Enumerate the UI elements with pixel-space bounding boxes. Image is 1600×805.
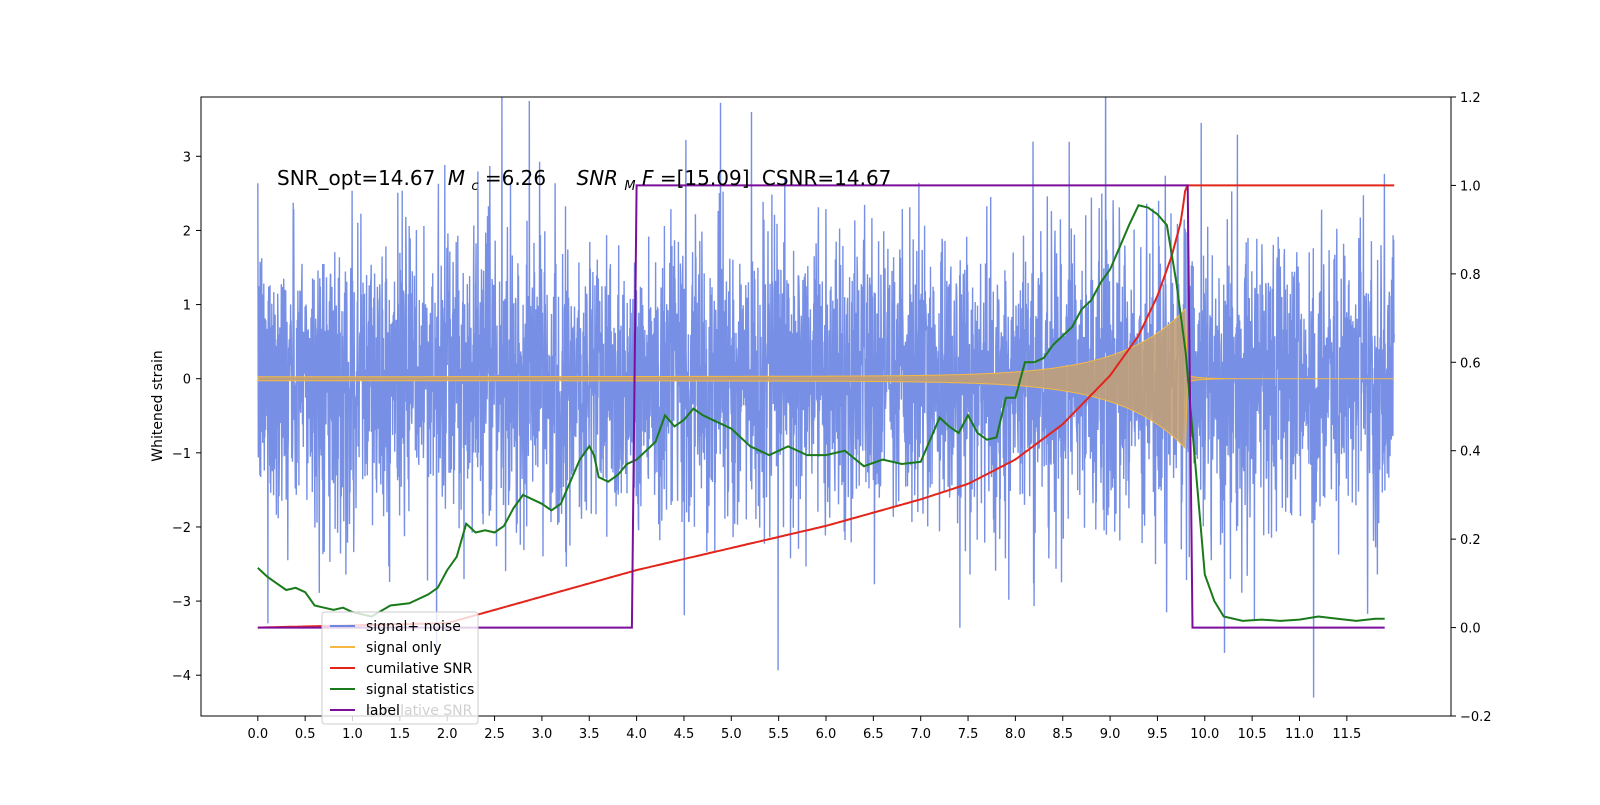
series-signal-statistics [257, 204, 1385, 622]
x-tick-label: 4.5 [674, 727, 695, 742]
y-right-tick-label: 1.0 [1460, 179, 1481, 194]
legend-label: signal statistics [366, 682, 474, 698]
y-right-tick-label: 1.2 [1460, 91, 1481, 106]
x-tick-label: 5.0 [721, 727, 742, 742]
x-tick-label: 1.5 [390, 727, 411, 742]
y-right-tick-label: 0.8 [1460, 268, 1481, 283]
x-tick-label: 5.5 [768, 727, 789, 742]
x-tick-label: 7.5 [958, 727, 979, 742]
x-tick-label: 9.0 [1100, 727, 1121, 742]
mc-value: =6.26 [485, 166, 546, 190]
legend-entries: signal+ noise signal only cumilative SNR si… [330, 619, 474, 719]
snr-annotation: SNR_opt=14.67 M c =6.26 SNR M F =[15.09]… [277, 166, 891, 195]
legend-label: cumilative SNR [366, 661, 473, 677]
y-left-tick-label: −2 [172, 521, 191, 536]
snrmf-value: =[15.09] [660, 166, 750, 190]
x-tick-label: 3.5 [579, 727, 600, 742]
y-left-tick-label: 2 [183, 224, 191, 239]
y-right-tick-label: 0.6 [1460, 356, 1481, 371]
x-tick-label: 0.5 [295, 727, 316, 742]
x-tick-label: 4.0 [626, 727, 647, 742]
legend-label: label [366, 703, 400, 719]
snrmf-symbol: SNR [577, 166, 619, 190]
mc-subscript: c [471, 179, 478, 194]
csnr-text: CSNR=14.67 [762, 166, 892, 190]
x-tick-label: 3.0 [532, 727, 553, 742]
y-right-tick-label: 0.0 [1460, 622, 1481, 637]
x-tick-label: 0.0 [247, 727, 268, 742]
x-tick-label: 11.5 [1332, 727, 1361, 742]
y-right-tick-label: −0.2 [1460, 710, 1492, 725]
snrmf-subscript: M [624, 179, 635, 194]
x-tick-label: 8.0 [1005, 727, 1026, 742]
legend-ghost-text: cumilative SNR [366, 703, 473, 719]
y-right-tick-label: 0.2 [1460, 533, 1481, 548]
x-tick-label: 11.0 [1285, 727, 1314, 742]
x-tick-label: 6.5 [863, 727, 884, 742]
x-tick-label: 10.5 [1238, 727, 1267, 742]
legend-label: signal only [366, 640, 441, 656]
series-signal-plus-noise [257, 97, 1395, 698]
snr-opt-text: SNR_opt=14.67 [277, 166, 435, 190]
axes-ticks: 0.0 0.5 1.0 1.5 2.0 2.5 3.0 3.5 4.0 4.5 5.0 5.5 6.0 6… [172, 91, 1492, 742]
mc-symbol: M [448, 166, 465, 190]
legend: cumilative SNR signal+ noise signal only c… [321, 611, 479, 725]
x-tick-label: 10.0 [1190, 727, 1219, 742]
x-tick-label: 7.0 [910, 727, 931, 742]
x-tick-label: 8.5 [1052, 727, 1073, 742]
y-right-tick-label: 0.4 [1460, 445, 1481, 460]
legend-box [321, 611, 479, 725]
x-tick-label: 1.0 [342, 727, 363, 742]
x-tick-label: 2.0 [437, 727, 458, 742]
y-left-tick-label: −1 [172, 447, 191, 462]
y-left-tick-label: −4 [172, 669, 191, 684]
x-tick-label: 6.0 [816, 727, 837, 742]
y-left-tick-label: −3 [172, 595, 191, 610]
x-tick-label: 2.5 [484, 727, 505, 742]
y-axis-left-label: Whitened strain [150, 350, 166, 461]
y-left-tick-label: 3 [183, 150, 191, 165]
legend-label: signal+ noise [366, 619, 461, 635]
snrmf-f: F [642, 166, 654, 190]
x-tick-label: 9.5 [1147, 727, 1168, 742]
y-left-tick-label: 0 [183, 373, 191, 388]
y-left-tick-label: 1 [183, 299, 191, 314]
series-label [257, 184, 1385, 629]
